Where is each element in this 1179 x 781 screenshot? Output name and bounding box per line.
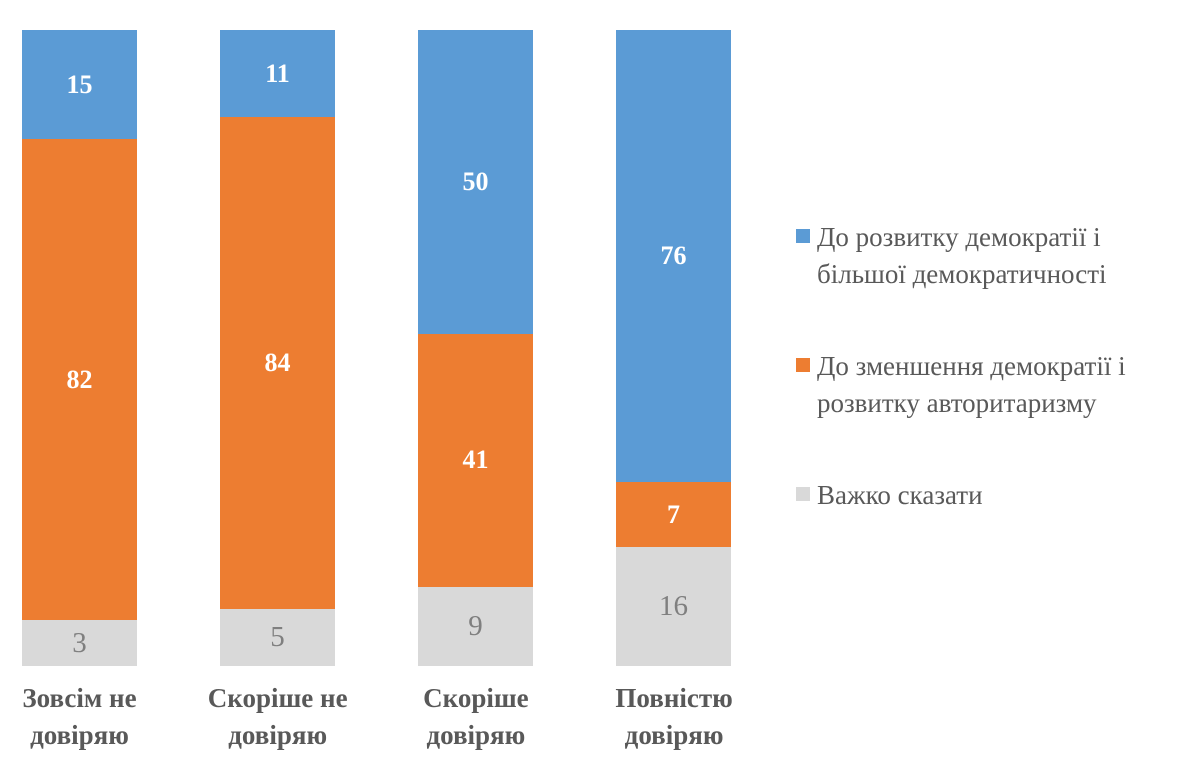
- data-label: 9: [468, 610, 483, 643]
- category-label-line: довіряю: [426, 720, 526, 750]
- category-label-4: Повністю довіряю: [564, 680, 784, 754]
- bar-category-1: 15 82 3: [22, 30, 137, 666]
- data-label: 11: [265, 58, 290, 88]
- legend-item-label: Важко сказати: [817, 477, 983, 514]
- data-label: 82: [66, 364, 93, 394]
- bar-segment-series2-cat2: 84: [220, 117, 335, 610]
- bar-segment-series2-cat1: 82: [22, 139, 137, 621]
- data-label: 41: [462, 445, 489, 475]
- legend-swatch-icon: [796, 487, 810, 501]
- category-label-1: Зовсім не довіряю: [0, 680, 190, 754]
- category-label-line: Зовсім не: [22, 683, 137, 713]
- data-label: 76: [660, 241, 687, 271]
- category-label-line: Скоріше не: [207, 683, 348, 713]
- legend-swatch-icon: [796, 358, 810, 372]
- bar-segment-series1-cat4: 76: [616, 30, 731, 483]
- data-label: 16: [659, 590, 688, 623]
- bar-segment-series1-cat1: 15: [22, 30, 137, 140]
- bar-category-2: 11 84 5: [220, 30, 335, 666]
- legend-label-line: До зменшення демократії і: [817, 351, 1126, 381]
- category-label-line: довіряю: [228, 720, 328, 750]
- category-label-3: Скоріше довіряю: [366, 680, 586, 754]
- legend-item-label: До розвитку демократії і більшої демократ…: [817, 219, 1107, 293]
- data-label: 7: [667, 499, 680, 529]
- legend-label-line: розвитку авторитаризму: [817, 388, 1097, 418]
- bar-category-3: 50 41 9: [418, 30, 533, 666]
- legend-swatch-icon: [796, 229, 810, 243]
- legend-label-line: До розвитку демократії і: [817, 222, 1101, 252]
- legend: До розвитку демократії і більшої демократ…: [796, 219, 1179, 569]
- data-label: 15: [66, 69, 93, 99]
- legend-item-3: Важко сказати: [796, 477, 1179, 514]
- bar-segment-series3-cat2: 5: [220, 609, 335, 666]
- data-label: 50: [462, 166, 489, 196]
- plot-area: 15 82 3 11 84 5 50 41 9 76 7 16: [22, 30, 731, 667]
- bar-segment-series2-cat3: 41: [418, 333, 533, 588]
- bar-segment-series2-cat4: 7: [616, 482, 731, 548]
- bar-segment-series3-cat3: 9: [418, 587, 533, 666]
- data-label: 5: [270, 621, 285, 654]
- category-label-2: Скоріше не довіряю: [168, 680, 388, 754]
- legend-item-2: До зменшення демократії і розвитку автори…: [796, 348, 1179, 422]
- category-label-line: Скоріше: [423, 683, 529, 713]
- data-label: 3: [72, 626, 87, 659]
- legend-item-1: До розвитку демократії і більшої демократ…: [796, 219, 1179, 293]
- bar-segment-series1-cat2: 11: [220, 30, 335, 118]
- category-label-line: Повністю: [615, 683, 733, 713]
- bar-category-4: 76 7 16: [616, 30, 731, 667]
- category-label-line: довіряю: [30, 720, 129, 750]
- bar-segment-series1-cat3: 50: [418, 30, 533, 334]
- legend-item-label: До зменшення демократії і розвитку автори…: [817, 348, 1126, 422]
- bar-segment-series3-cat1: 3: [22, 620, 137, 666]
- legend-label-line: більшої демократичності: [817, 259, 1107, 289]
- category-label-line: довіряю: [624, 720, 724, 750]
- legend-label-line: Важко сказати: [817, 480, 983, 510]
- data-label: 84: [264, 348, 291, 378]
- bar-segment-series3-cat4: 16: [616, 547, 731, 667]
